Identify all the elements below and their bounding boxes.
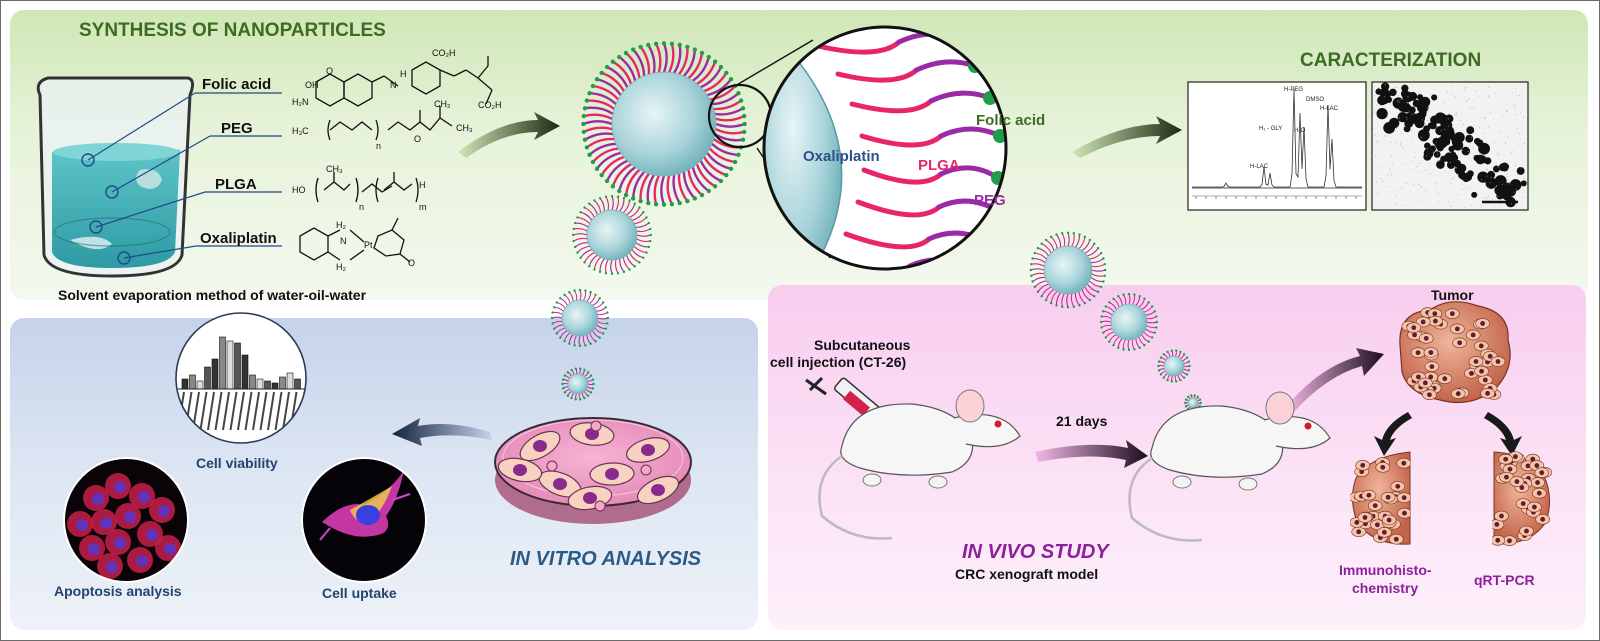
invivo-title: IN VIVO STUDY	[962, 541, 1109, 563]
plga-structure	[315, 172, 419, 203]
characterization-title: CARACTERIZATION	[1300, 50, 1482, 71]
chem-peg-ch3: CH₃	[456, 123, 473, 133]
ihc-tissue	[1350, 451, 1411, 545]
apoptosis-label: Apoptosis analysis	[54, 583, 182, 599]
chem-co2h-top: CO₂H	[432, 48, 456, 58]
arrow-to-tumor	[1285, 348, 1384, 414]
cell-viability-label: Cell viability	[196, 455, 278, 471]
days-label: 21 days	[1056, 413, 1108, 429]
arrow-to-ihc	[1374, 412, 1412, 456]
arrow-21-days	[1035, 440, 1148, 468]
qrt-tissue	[1492, 451, 1552, 546]
nanoparticle	[581, 41, 747, 207]
nmr-peak-hpeg: H-PEG	[1284, 87, 1304, 93]
arrow-to-invitro-analysis	[392, 418, 492, 446]
tumor-label: Tumor	[1431, 287, 1474, 303]
nmr-peak-gly: H₁ - GLY	[1259, 126, 1283, 132]
reagent-plga: PLGA	[215, 176, 257, 193]
ihc-label-line2: chemistry	[1352, 580, 1419, 596]
chem-oxa-n: N	[340, 236, 347, 246]
chem-folate-oh: OH	[305, 80, 319, 90]
cell-viability-chart	[175, 312, 307, 444]
nmr-peak-hlac-left: H-LAC	[1250, 164, 1269, 170]
reagent-peg: PEG	[221, 120, 253, 137]
nmr-peak-hlac-right: H-LAC	[1320, 106, 1339, 112]
chem-folate-o: O	[326, 66, 334, 76]
nanoparticle	[572, 195, 652, 275]
arrow-synthesis-to-np	[458, 112, 560, 158]
ihc-label-line1: Immunohisto-	[1339, 562, 1432, 578]
cell-uptake-label: Cell uptake	[322, 585, 397, 601]
qrt-pcr-label: qRT-PCR	[1474, 572, 1535, 588]
nmr-peak-h2o: H₂O	[1294, 128, 1306, 134]
magnified-core-label: Oxaliplatin	[803, 148, 880, 165]
chem-folate-n: N	[390, 80, 397, 90]
nanoparticle	[1099, 292, 1159, 352]
tem-image	[1371, 81, 1529, 211]
invitro-title: IN VITRO ANALYSIS	[510, 548, 702, 570]
chem-plga-m: m	[419, 202, 427, 212]
nanoparticle	[1157, 349, 1191, 383]
chem-oxa-h2-top: H₂	[336, 220, 346, 230]
method-caption: Solvent evaporation method of water-oil-…	[58, 287, 367, 303]
petri-dish	[494, 417, 692, 524]
chem-plga-ho: HO	[292, 185, 306, 195]
chem-peg-ch2: CH₂	[434, 99, 451, 109]
chem-plga-n: n	[359, 202, 365, 212]
reagent-folic-acid: Folic acid	[202, 76, 272, 93]
arrow-to-characterization	[1072, 116, 1182, 158]
magnified-plga-label: PLGA	[918, 157, 960, 174]
nanoparticle	[1029, 231, 1107, 309]
chem-folate-h: H	[400, 69, 407, 79]
arrow-to-qrt-pcr	[1484, 412, 1522, 456]
tumor-tissue	[1399, 301, 1511, 403]
peg-structure	[327, 106, 453, 141]
chem-oxa-o: O	[408, 258, 416, 268]
crc-model-label: CRC xenograft model	[955, 566, 1099, 582]
chem-peg-o: O	[414, 134, 422, 144]
mouse-right	[1128, 391, 1331, 542]
chem-oxa-pt: Pt	[364, 240, 373, 250]
chem-plga-ch3: CH₃	[326, 164, 343, 174]
cell-uptake-micrograph	[301, 457, 427, 583]
injection-label-line2: cell injection (CT-26)	[770, 354, 907, 370]
chem-peg-n: n	[376, 141, 382, 151]
nanoparticle	[561, 367, 595, 401]
magnified-peg-label: PEG	[974, 192, 1006, 209]
chem-peg-h3c: H₃C	[292, 126, 309, 136]
injection-label-line1: Subcutaneous	[814, 337, 911, 353]
synthesis-title: SYNTHESIS OF NANOPARTICLES	[79, 20, 386, 41]
magnified-ligand-label: Folic acid	[976, 112, 1046, 129]
nanoparticle-group	[550, 41, 1202, 412]
reagent-oxaliplatin: Oxaliplatin	[200, 230, 277, 247]
chem-h2n: H₂N	[292, 97, 309, 107]
folic-acid-structure	[315, 56, 493, 107]
mouse-left	[818, 389, 1021, 540]
chem-co2h-bottom: CO₂H	[478, 100, 502, 110]
apoptosis-micrograph	[63, 457, 189, 583]
beaker-illustration	[36, 76, 282, 278]
chem-plga-h: H	[419, 180, 426, 190]
nmr-spectrum	[1187, 81, 1367, 211]
nmr-peak-dmso: DMSO	[1306, 97, 1324, 103]
chem-oxa-h2-bottom: H₂	[336, 262, 346, 272]
nanoparticle	[550, 288, 610, 348]
oxaliplatin-structure	[299, 217, 411, 263]
